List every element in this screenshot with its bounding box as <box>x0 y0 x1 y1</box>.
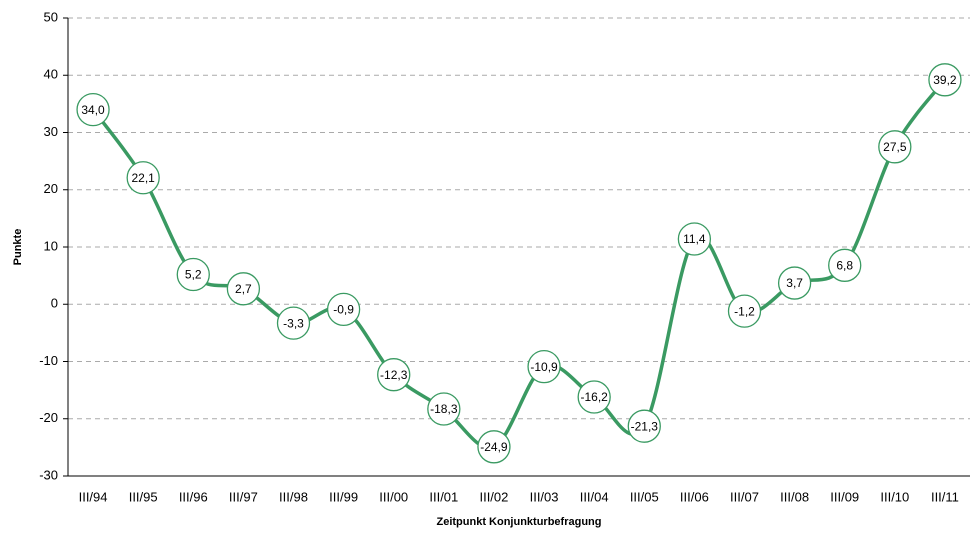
data-point <box>928 63 962 97</box>
data-label: -0,9 <box>333 303 354 317</box>
x-tick-label: III/03 <box>530 489 559 504</box>
data-label: -18,3 <box>430 402 458 416</box>
y-tick-label: 30 <box>44 124 58 139</box>
y-tick-label: -20 <box>39 410 58 425</box>
data-point <box>527 350 561 384</box>
data-point <box>878 130 912 164</box>
y-tick-label: -30 <box>39 467 58 482</box>
data-label: -16,2 <box>580 390 608 404</box>
y-tick-label: 40 <box>44 67 58 82</box>
x-tick-label: III/09 <box>830 489 859 504</box>
data-point <box>276 306 311 340</box>
data-point <box>377 358 411 392</box>
x-tick-label: III/00 <box>379 489 408 504</box>
x-tick-label: III/96 <box>179 489 208 504</box>
data-label: 3,7 <box>786 276 803 290</box>
data-point <box>176 257 210 292</box>
x-tick-label: III/02 <box>479 489 508 504</box>
data-label: -10,9 <box>530 360 558 374</box>
data-label: -12,3 <box>380 368 408 382</box>
data-label: 27,5 <box>883 140 907 154</box>
data-point <box>677 222 712 256</box>
data-label: -3,3 <box>283 316 304 330</box>
data-point <box>577 380 611 414</box>
data-point <box>727 294 762 328</box>
x-tick-label: III/08 <box>780 489 809 504</box>
x-tick-label: III/98 <box>279 489 308 504</box>
data-point <box>477 430 511 464</box>
x-tick-label: III/10 <box>880 489 909 504</box>
x-tick-label: III/01 <box>429 489 458 504</box>
data-label: 5,2 <box>185 268 202 282</box>
data-label: -1,2 <box>734 304 755 318</box>
y-tick-label: 10 <box>44 238 58 253</box>
x-tick-label: III/97 <box>229 489 258 504</box>
y-tick-label: 20 <box>44 181 58 196</box>
y-tick-label: 0 <box>51 296 58 311</box>
x-tick-label: III/04 <box>580 489 609 504</box>
data-point <box>326 292 361 327</box>
x-tick-label: III/94 <box>79 489 108 504</box>
x-tick-label: III/05 <box>630 489 659 504</box>
data-point <box>627 409 661 443</box>
x-tick-label: III/99 <box>329 489 358 504</box>
x-tick-label: III/95 <box>129 489 158 504</box>
data-label: 11,4 <box>683 232 706 246</box>
x-tick-label: III/07 <box>730 489 759 504</box>
data-point <box>76 92 110 127</box>
data-label: -24,9 <box>480 440 508 454</box>
data-label: 2,7 <box>235 282 252 296</box>
x-axis-title: Zeitpunkt Konjunkturbefragung <box>437 516 602 528</box>
data-label: 39,2 <box>933 73 957 87</box>
y-tick-label: -10 <box>39 353 58 368</box>
x-tick-label: III/06 <box>680 489 709 504</box>
y-tick-label: 50 <box>44 9 58 24</box>
y-axis-title: Punkte <box>12 229 24 266</box>
data-label: 34,0 <box>81 103 105 117</box>
data-line <box>91 78 947 450</box>
data-point <box>828 248 862 282</box>
data-point <box>427 392 461 426</box>
data-point <box>126 161 160 195</box>
data-label: 22,1 <box>131 171 155 185</box>
data-label: 6,8 <box>836 258 853 272</box>
data-label: -21,3 <box>631 419 659 433</box>
data-point <box>226 272 261 306</box>
x-tick-label: III/11 <box>931 489 959 504</box>
data-point <box>777 266 812 300</box>
